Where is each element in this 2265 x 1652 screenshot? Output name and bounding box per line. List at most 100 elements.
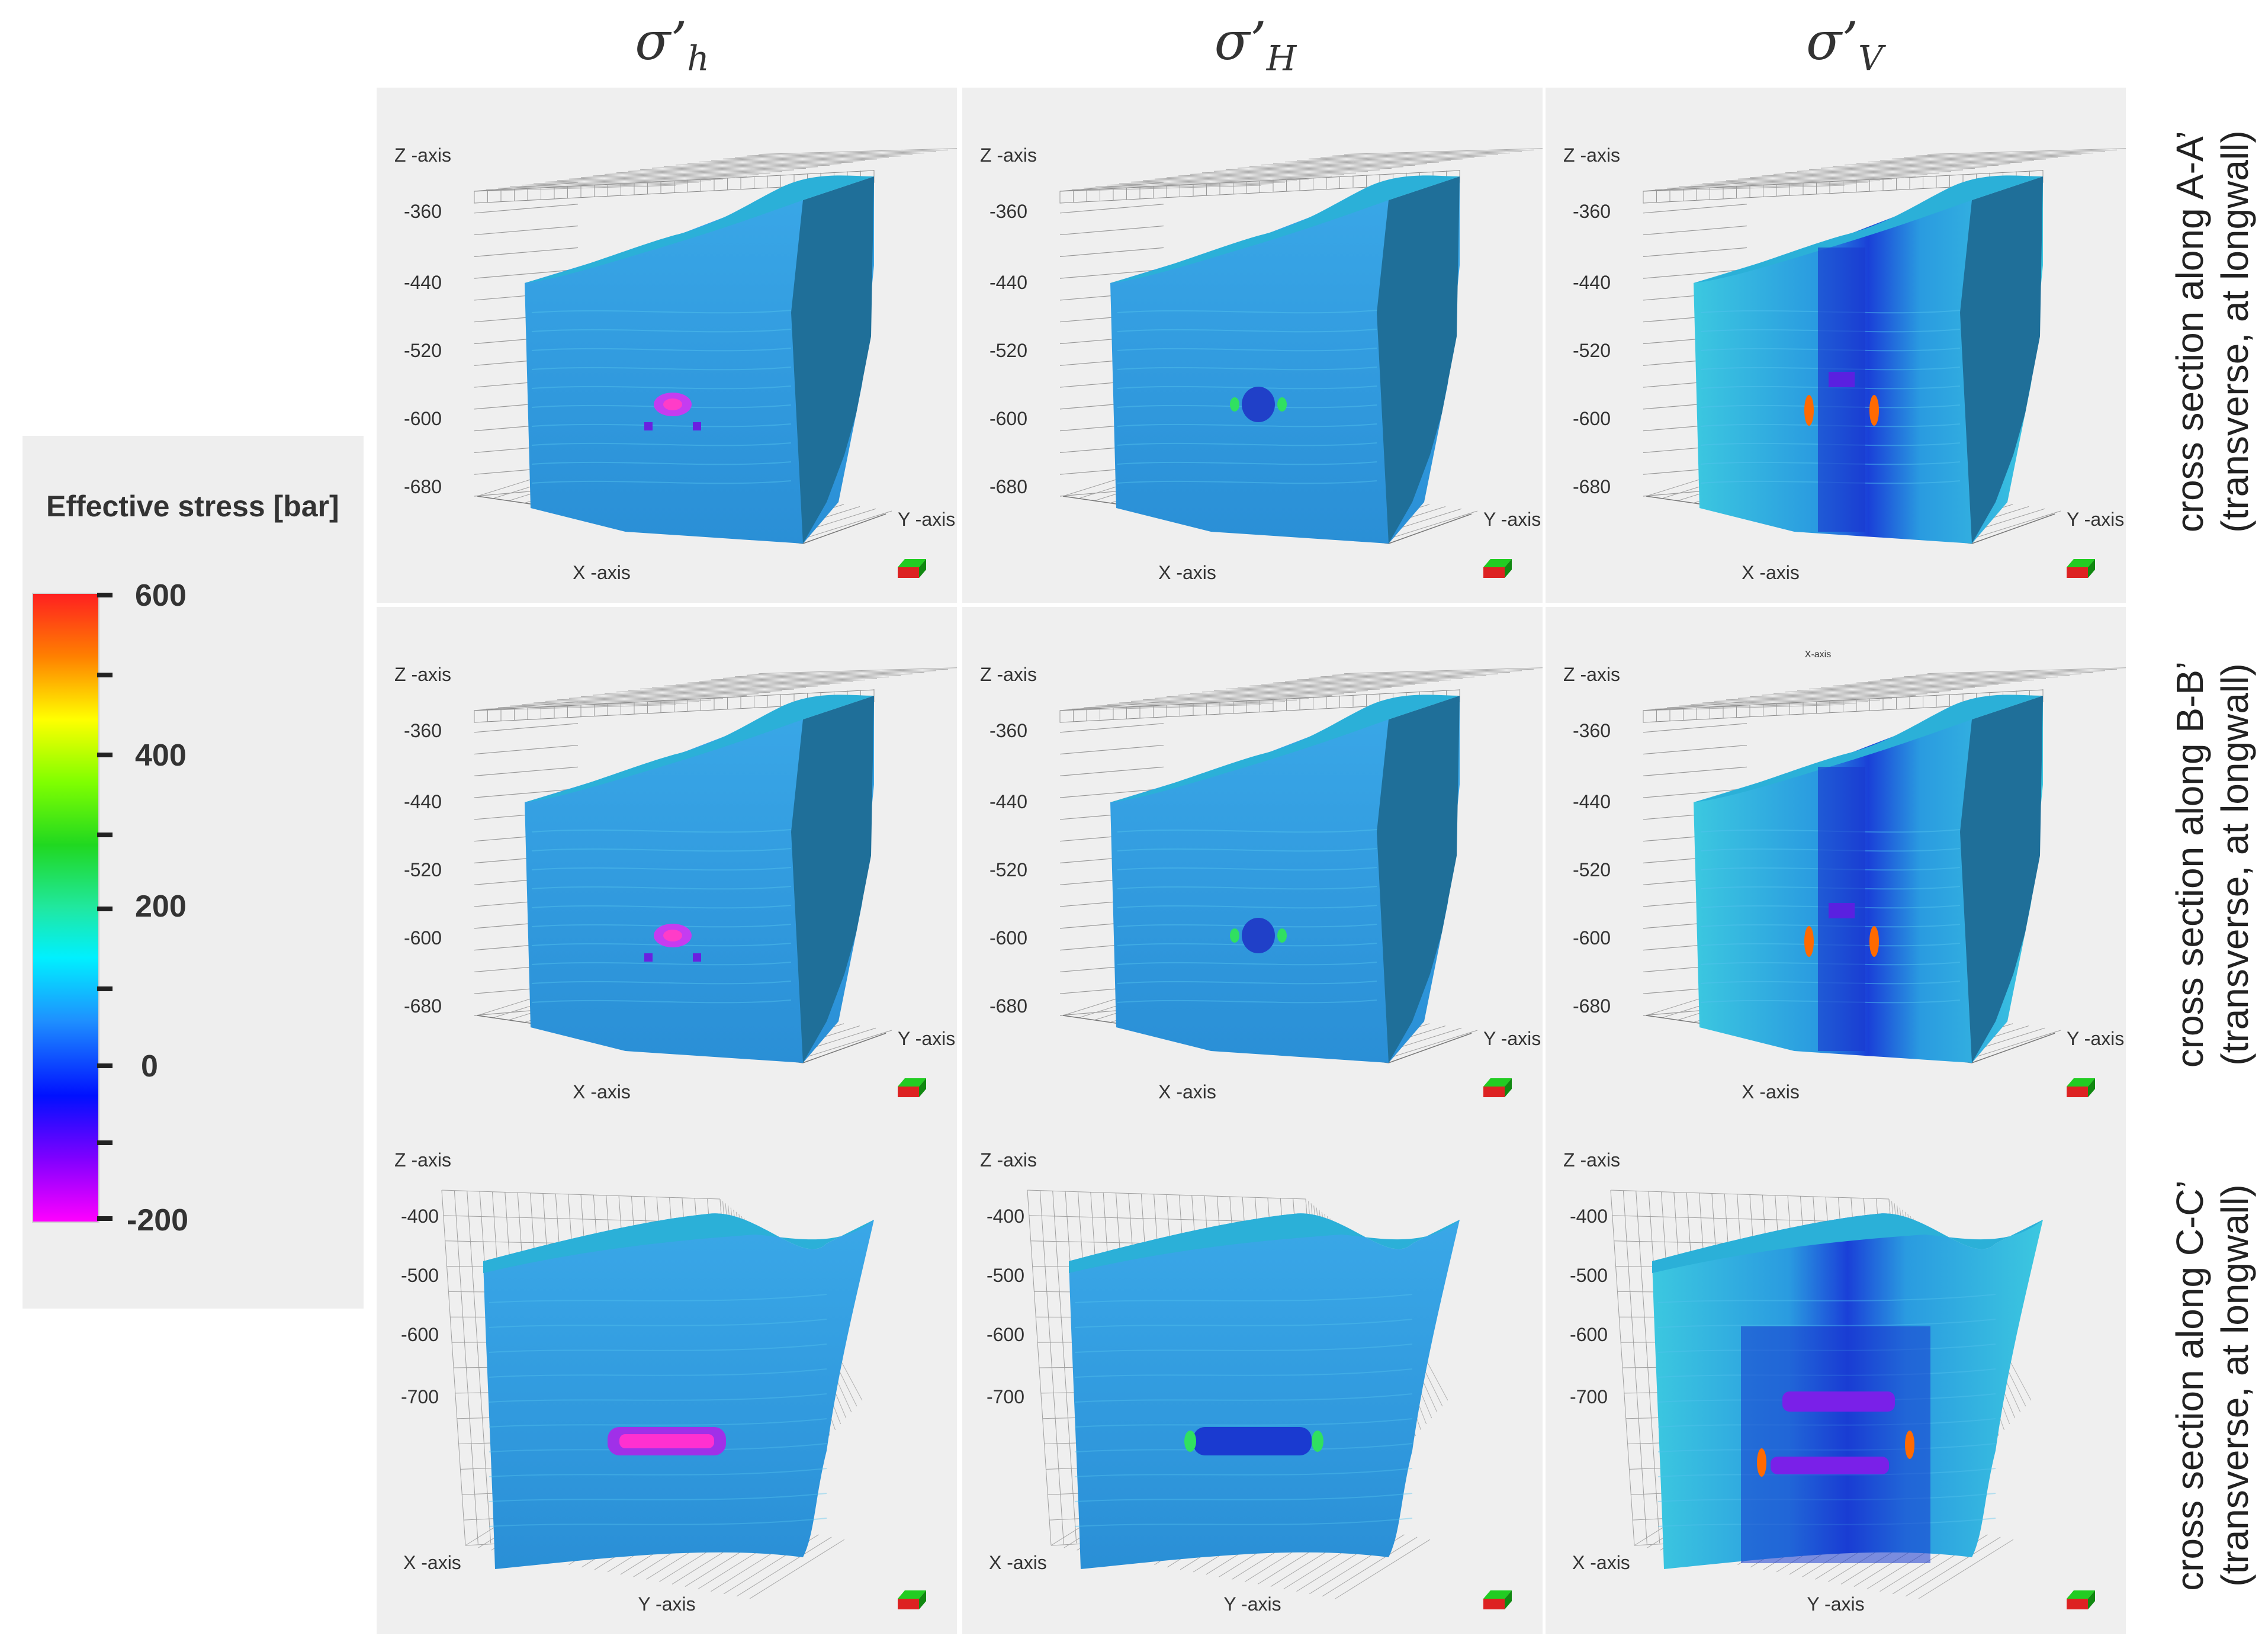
z-axis-label: Z -axis [980,664,1037,685]
stress-volume-side [791,696,874,1063]
stray-axis-label: X-axis [1805,650,1831,660]
x-axis-label: X -axis [1742,1081,1800,1103]
row-label-b: cross section along B-B’ (transverse, at… [2167,598,2265,1131]
z-axis-label: Z -axis [1563,664,1620,685]
orientation-cube-icon[interactable] [1483,1590,1512,1609]
stress-anomaly [1741,1326,1930,1563]
colorbar-label: -200 [127,1203,189,1238]
z-tick-label: -680 [1573,476,1611,497]
stress-volume-front [483,1213,874,1569]
y-axis-label: Y -axis [2067,509,2124,530]
z-axis-label: Z -axis [394,1149,451,1171]
z-tick-label: -600 [1570,1324,1608,1345]
z-tick-label: -360 [1573,720,1611,741]
row-label-line1: cross section along C-C’ [2168,1180,2211,1591]
z-tick-label: -360 [989,201,1027,222]
terrain-surface [1110,695,1460,802]
z-tick-label: -440 [1573,272,1611,293]
terrain-surface [1069,1213,1460,1273]
terrain-surface [1652,1213,2043,1273]
stress-volume-side [1377,696,1460,1063]
stress-anomaly [1242,918,1275,953]
orientation-cube-icon[interactable] [2067,559,2095,578]
stress-panel: -400 -500 -600 -700 Z -axis X -axis Y -axis [1546,1119,2126,1634]
stress-volume-side [791,176,874,544]
z-tick-label: -520 [1573,859,1611,880]
z-tick-label: -700 [987,1386,1024,1407]
stress-volume-front [1110,696,1460,1063]
stress-panel: -360 -440 -520 -600 -680 Z -axis X -axis Y -axi… [1546,88,2126,603]
z-tick-label: -440 [989,272,1027,293]
stress-volume-front [1694,696,2043,1063]
stress-panel: -360 -440 -520 -600 -680 Z -axis X -axis Y -axi… [377,607,957,1122]
column-header-subscript: H [1266,38,1297,79]
row-label-line1: cross section along A-A’ [2168,130,2211,533]
stress-panel: -360 -440 -520 -600 -680 Z -axis X -axis Y -axi… [377,88,957,603]
z-tick-label: -400 [401,1206,439,1227]
stress-panel: -360 -440 -520 -600 -680 Z -axis X -axis Y -axi… [962,88,1543,603]
z-axis-label: Z -axis [980,144,1037,166]
orientation-cube-icon[interactable] [898,1078,926,1097]
z-tick-label: -520 [1573,340,1611,361]
column-header-subscript: h [687,38,709,79]
z-axis-label: Z -axis [1563,1149,1620,1171]
x-axis-label: X -axis [1158,1081,1216,1103]
z-tick-label: -500 [987,1265,1024,1286]
x-axis-label: X -axis [1572,1552,1630,1573]
model-3d-view: -360 -440 -520 -600 -680 Z -axis X -axis Y -axi… [394,664,957,1103]
z-tick-label: -500 [1570,1265,1608,1286]
z-tick-label: -600 [404,408,442,429]
z-tick-label: -700 [1570,1386,1608,1407]
column-header-sigma-V: σ’V [1637,0,2052,83]
colorbar-tick [97,753,113,757]
row-label-line2: (transverse, at longwall) [2213,663,2256,1066]
model-3d-view: -360 -440 -520 -600 -680 Z -axis X -axis Y -axi… [394,144,957,583]
stress-panel: -360 -440 -520 -600 -680 Z -axis X -axis Y -axi… [1546,607,2126,1122]
z-tick-label: -520 [989,340,1027,361]
model-3d-view: -400 -500 -600 -700 Z -axis X -axis Y -axis [394,1149,926,1615]
stress-anomaly [1818,248,1865,532]
orientation-cube-icon[interactable] [898,559,926,578]
z-axis-label: Z -axis [980,1149,1037,1171]
terrain-surface [483,1213,874,1273]
z-tick-label: -360 [1573,201,1611,222]
colorbar-tick [97,1063,113,1068]
orientation-cube-icon[interactable] [898,1590,926,1609]
row-label-c: cross section along C-C’ (transverse, at… [2167,1119,2265,1652]
z-tick-label: -520 [404,859,442,880]
z-tick-label: -680 [404,995,442,1017]
orientation-cube-icon[interactable] [2067,1590,2095,1609]
column-header-symbol: σ’ [1214,11,1267,72]
orientation-cube-icon[interactable] [1483,559,1512,578]
z-tick-label: -700 [401,1386,439,1407]
z-tick-label: -600 [989,927,1027,949]
x-axis-label: X -axis [573,562,631,583]
column-header-sigma-h: σ’h [465,0,879,83]
orientation-cube-icon[interactable] [1483,1078,1512,1097]
y-axis-label: Y -axis [638,1593,695,1615]
colorbar-tick [97,1216,113,1221]
stress-volume-side [1960,696,2043,1063]
stress-volume-front [1110,176,1460,544]
y-axis-label: Y -axis [1223,1593,1281,1615]
z-tick-label: -440 [404,272,442,293]
z-axis-label: Z -axis [394,664,451,685]
colorbar-tick [97,1140,113,1145]
terrain-surface [1110,175,1460,283]
column-header-symbol: σ’ [635,11,687,72]
z-tick-label: -600 [989,408,1027,429]
colorbar-tick [97,593,113,597]
x-axis-label: X -axis [989,1552,1047,1573]
terrain-surface [1694,175,2043,283]
stress-volume-side [1377,176,1460,544]
y-axis-label: Y -axis [1483,509,1541,530]
z-tick-label: -600 [1573,408,1611,429]
stress-panel: -360 -440 -520 -600 -680 Z -axis X -axis Y -axi… [962,607,1543,1122]
z-tick-label: -600 [987,1324,1024,1345]
z-tick-label: -600 [404,927,442,949]
stress-volume-side [1960,176,2043,544]
orientation-cube-icon[interactable] [2067,1078,2095,1097]
stress-volume-front [525,176,874,544]
z-tick-label: -400 [987,1206,1024,1227]
stress-legend: Effective stress [bar] 600 400 200 0 -20… [23,436,364,1309]
